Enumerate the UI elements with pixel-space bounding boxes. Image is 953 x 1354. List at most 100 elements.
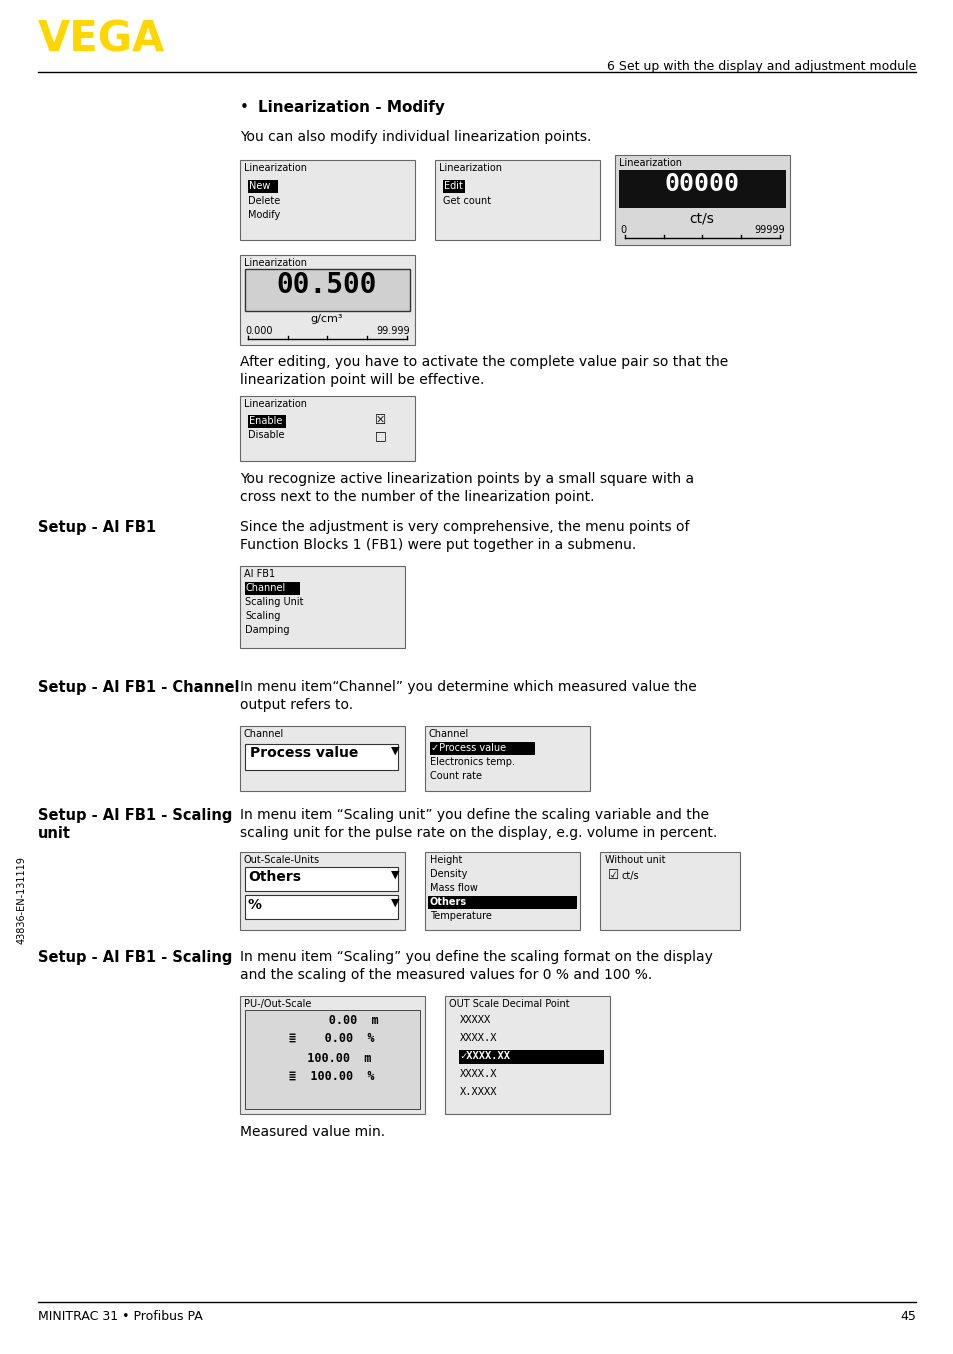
Text: Density: Density — [430, 869, 467, 879]
Text: Without unit: Without unit — [604, 854, 665, 865]
Text: Channel: Channel — [429, 728, 469, 739]
Text: ✓Process value: ✓Process value — [431, 743, 506, 753]
Text: Temperature: Temperature — [430, 911, 492, 921]
Text: Linearization: Linearization — [244, 162, 307, 173]
Text: Modify: Modify — [248, 210, 280, 219]
Text: 0: 0 — [619, 225, 625, 236]
Bar — [240, 566, 405, 649]
Bar — [424, 726, 589, 791]
Text: ≣  100.00  %: ≣ 100.00 % — [289, 1070, 375, 1083]
Text: 0.00  m: 0.00 m — [285, 1014, 378, 1026]
Bar — [245, 269, 410, 311]
Text: Scaling Unit: Scaling Unit — [245, 597, 303, 607]
Text: Measured value min.: Measured value min. — [240, 1125, 385, 1139]
Text: New: New — [249, 181, 270, 191]
Bar — [245, 895, 397, 919]
Text: ☒: ☒ — [375, 414, 386, 427]
Text: In menu item“Channel” you determine which measured value the: In menu item“Channel” you determine whic… — [240, 680, 696, 695]
Bar — [458, 1049, 603, 1064]
Text: Setup - AI FB1 - Scaling: Setup - AI FB1 - Scaling — [38, 808, 233, 823]
Bar — [442, 180, 464, 194]
Text: Others: Others — [248, 871, 301, 884]
Text: ▼: ▼ — [391, 898, 399, 909]
Text: ≣    0.00  %: ≣ 0.00 % — [289, 1032, 375, 1045]
Bar — [444, 997, 609, 1114]
Text: AI FB1: AI FB1 — [244, 569, 274, 580]
Text: Linearization: Linearization — [244, 259, 307, 268]
Bar — [245, 582, 299, 594]
Text: ct/s: ct/s — [621, 871, 639, 881]
Bar — [428, 896, 577, 909]
Bar — [248, 180, 277, 194]
Text: □: □ — [375, 429, 386, 441]
Bar — [240, 255, 415, 345]
Text: g/cm³: g/cm³ — [311, 314, 343, 324]
Text: Setup - AI FB1 - Scaling: Setup - AI FB1 - Scaling — [38, 951, 233, 965]
Text: You can also modify individual linearization points.: You can also modify individual lineariza… — [240, 130, 591, 144]
Text: unit: unit — [38, 826, 71, 841]
Text: 6 Set up with the display and adjustment module: 6 Set up with the display and adjustment… — [606, 60, 915, 73]
Bar — [245, 743, 397, 770]
Bar — [615, 154, 789, 245]
Text: In menu item “Scaling” you define the scaling format on the display: In menu item “Scaling” you define the sc… — [240, 951, 712, 964]
Text: Since the adjustment is very comprehensive, the menu points of: Since the adjustment is very comprehensi… — [240, 520, 689, 533]
Text: •: • — [240, 100, 249, 115]
Bar — [245, 1010, 419, 1109]
Text: In menu item “Scaling unit” you define the scaling variable and the: In menu item “Scaling unit” you define t… — [240, 808, 708, 822]
Text: cross next to the number of the linearization point.: cross next to the number of the lineariz… — [240, 490, 594, 504]
Text: Linearization: Linearization — [244, 399, 307, 409]
Bar — [240, 726, 405, 791]
Text: 99999: 99999 — [754, 225, 784, 236]
Text: After editing, you have to activate the complete value pair so that the: After editing, you have to activate the … — [240, 355, 727, 370]
Text: Delete: Delete — [248, 196, 280, 206]
Text: Mass flow: Mass flow — [430, 883, 477, 894]
Text: You recognize active linearization points by a small square with a: You recognize active linearization point… — [240, 473, 694, 486]
Bar — [424, 852, 579, 930]
Text: MINITRAC 31 • Profibus PA: MINITRAC 31 • Profibus PA — [38, 1311, 203, 1323]
Text: %: % — [248, 898, 262, 913]
Text: Enable: Enable — [249, 416, 282, 427]
Text: VEGA: VEGA — [38, 18, 165, 60]
Text: 00.500: 00.500 — [276, 271, 376, 299]
Text: Linearization: Linearization — [438, 162, 501, 173]
Text: 99.999: 99.999 — [376, 326, 410, 336]
Bar — [240, 160, 415, 240]
Text: ct/s: ct/s — [689, 213, 714, 226]
Text: ☑: ☑ — [607, 869, 618, 881]
Text: 43836-EN-131119: 43836-EN-131119 — [17, 856, 27, 944]
Text: XXXX.X: XXXX.X — [459, 1070, 497, 1079]
Text: 100.00  m: 100.00 m — [293, 1052, 371, 1066]
Text: Damping: Damping — [245, 626, 289, 635]
Text: Edit: Edit — [443, 181, 462, 191]
Text: and the scaling of the measured values for 0 % and 100 %.: and the scaling of the measured values f… — [240, 968, 652, 982]
Text: Electronics temp.: Electronics temp. — [430, 757, 515, 766]
Text: Channel: Channel — [246, 584, 286, 593]
Text: 0.000: 0.000 — [245, 326, 273, 336]
Text: Others: Others — [430, 896, 467, 907]
Text: Count rate: Count rate — [430, 770, 481, 781]
Text: ▼: ▼ — [391, 746, 399, 756]
Text: linearization point will be effective.: linearization point will be effective. — [240, 372, 484, 387]
Text: Out-Scale-Units: Out-Scale-Units — [244, 854, 320, 865]
Text: Linearization: Linearization — [618, 158, 681, 168]
Text: 00000: 00000 — [664, 172, 739, 196]
Bar — [430, 742, 535, 756]
Text: PU-/Out-Scale: PU-/Out-Scale — [244, 999, 311, 1009]
Text: Get count: Get count — [442, 196, 491, 206]
Text: 45: 45 — [900, 1311, 915, 1323]
Text: Disable: Disable — [248, 431, 284, 440]
Text: XXXXX: XXXXX — [459, 1016, 491, 1025]
Bar — [435, 160, 599, 240]
Bar — [248, 414, 286, 428]
Bar — [240, 997, 424, 1114]
Bar — [240, 852, 405, 930]
Text: Height: Height — [430, 854, 462, 865]
Bar — [599, 852, 740, 930]
Text: Scaling: Scaling — [245, 611, 280, 621]
Text: Process value: Process value — [250, 746, 358, 760]
Text: Function Blocks 1 (FB1) were put together in a submenu.: Function Blocks 1 (FB1) were put togethe… — [240, 538, 636, 552]
Bar — [618, 171, 785, 209]
Text: scaling unit for the pulse rate on the display, e.g. volume in percent.: scaling unit for the pulse rate on the d… — [240, 826, 717, 839]
Text: XXXX.X: XXXX.X — [459, 1033, 497, 1043]
Bar — [245, 867, 397, 891]
